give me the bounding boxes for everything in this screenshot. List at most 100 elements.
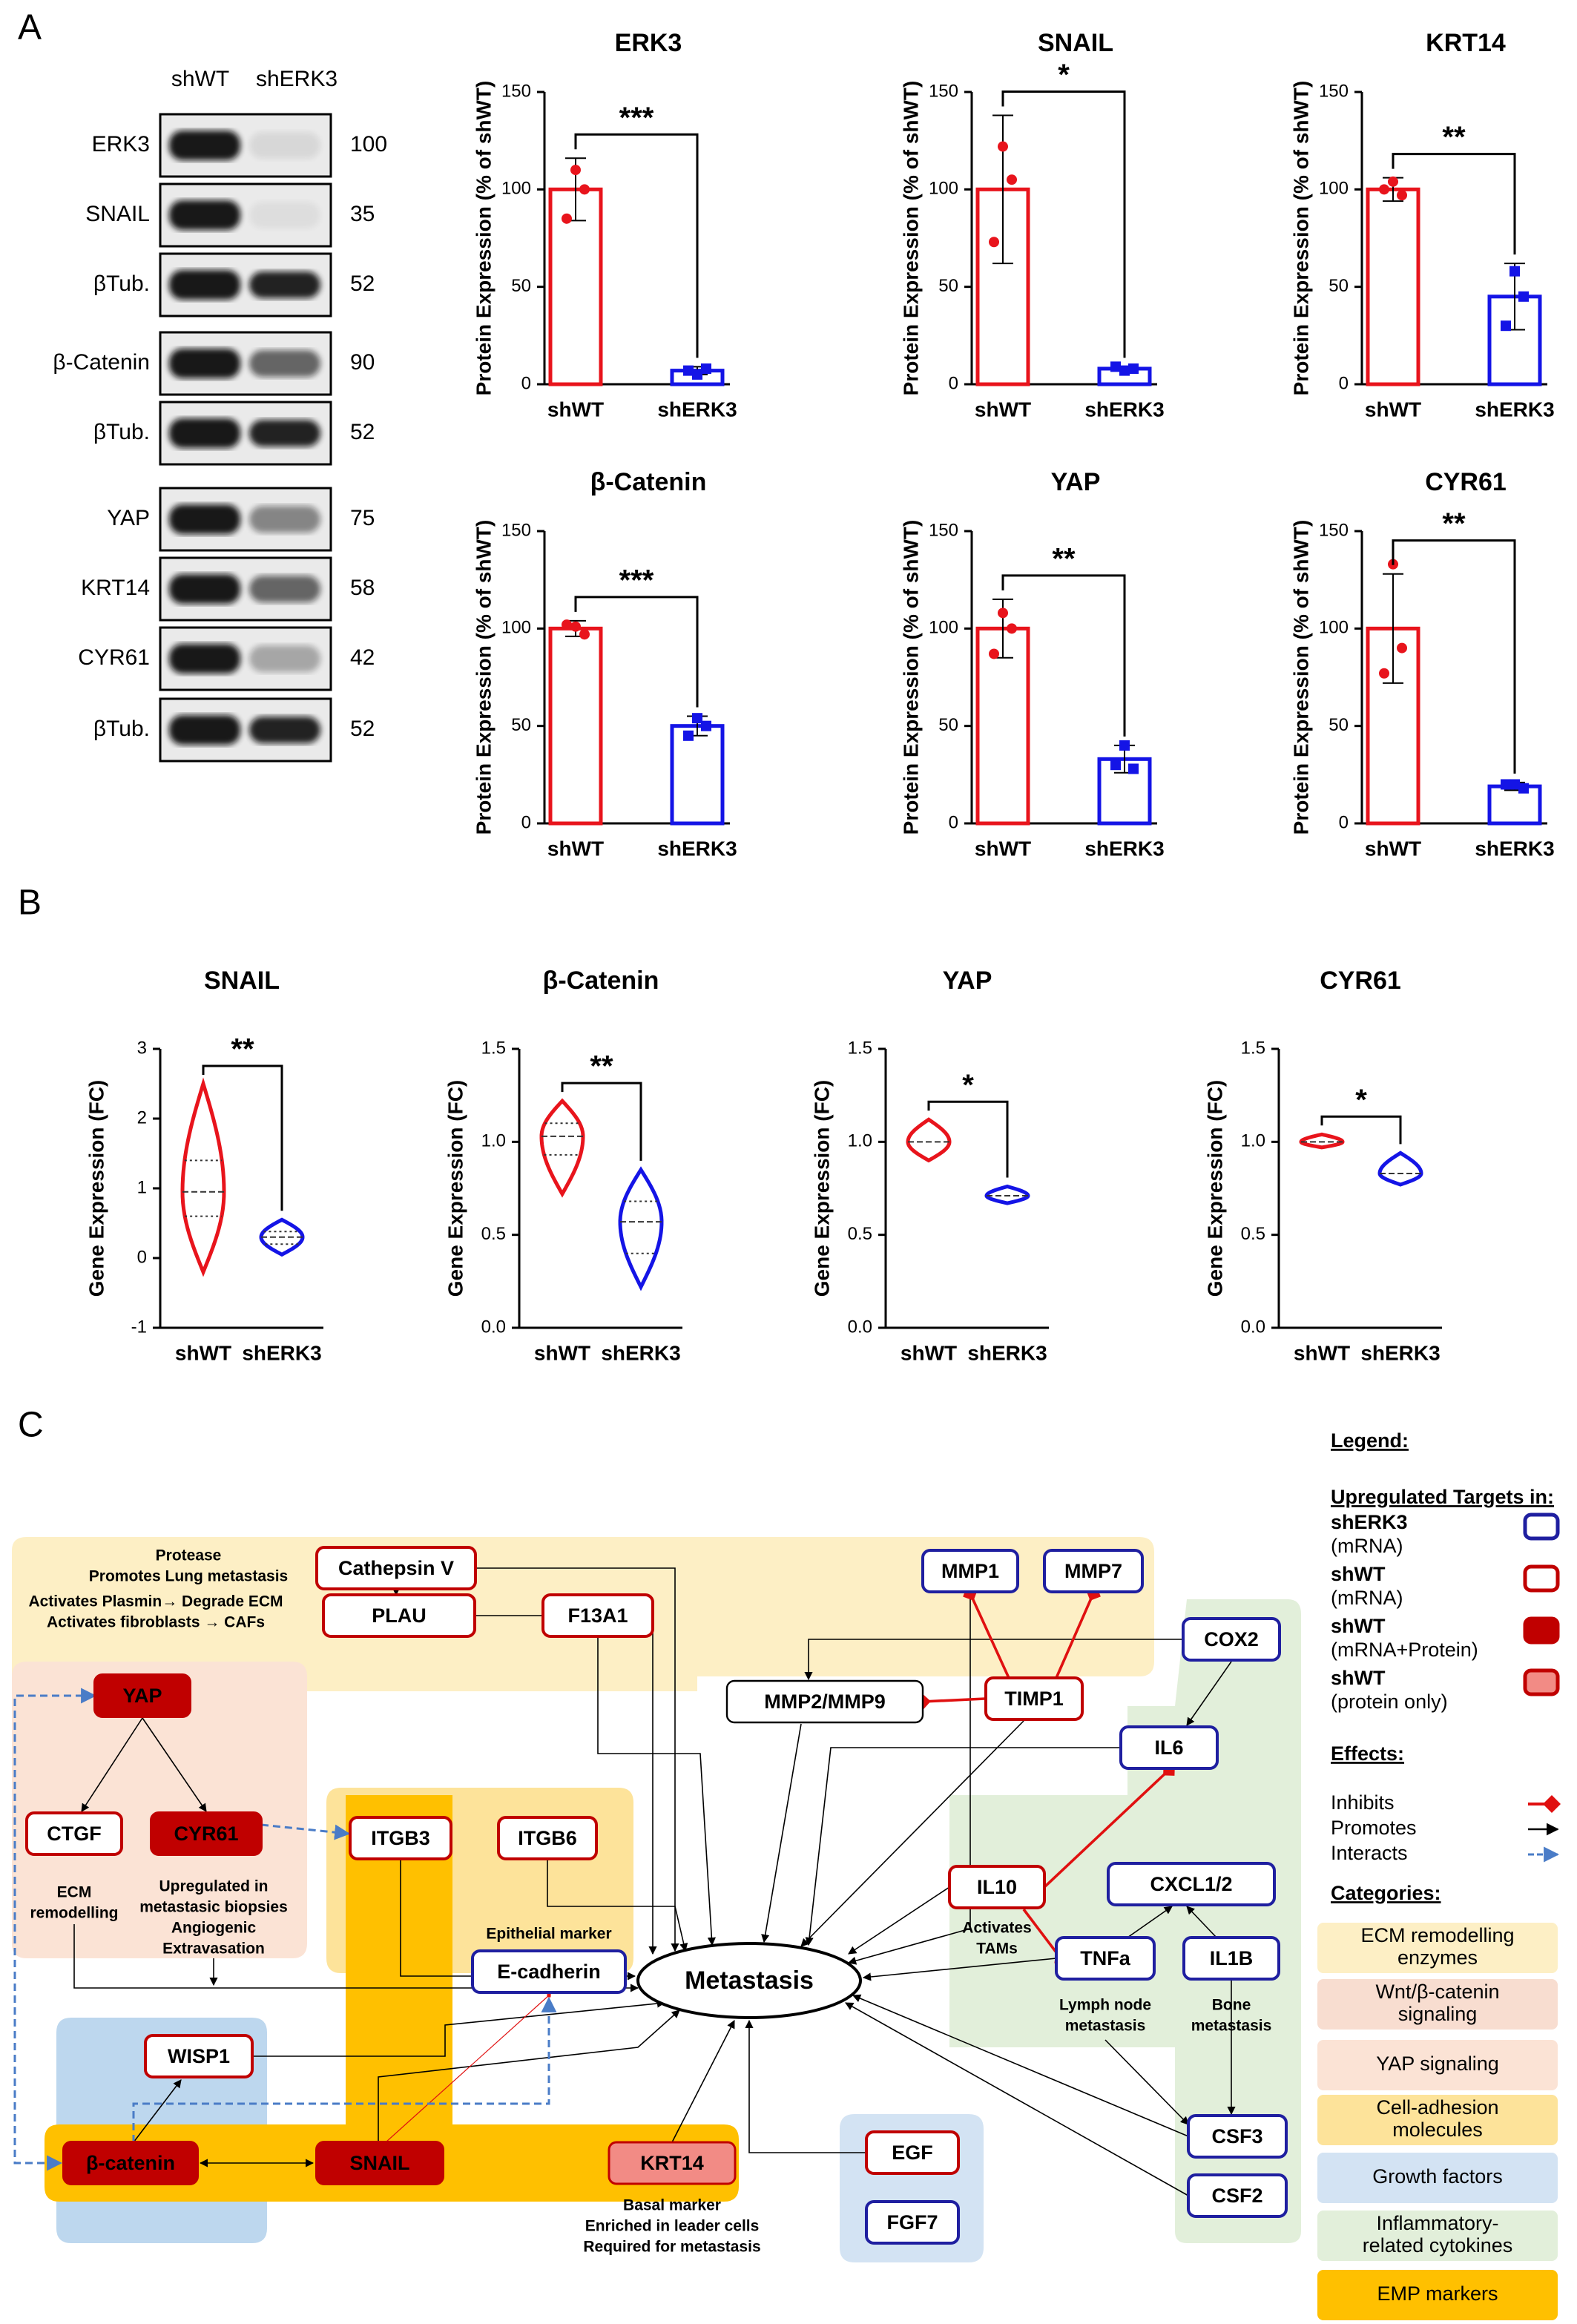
y-tick-label: 1.0	[848, 1131, 872, 1151]
annotation: Lymph node	[1059, 1997, 1151, 2014]
blot-value: 52	[350, 420, 375, 444]
panel-label: C	[18, 1406, 44, 1445]
y-tick-label: 100	[1319, 179, 1349, 199]
node-label: MMP2/MMP9	[764, 1691, 886, 1713]
node-box	[865, 2130, 960, 2175]
node-label: F13A1	[567, 1604, 628, 1627]
band	[249, 717, 320, 743]
band	[249, 132, 320, 159]
node-box	[948, 1865, 1046, 1909]
node-label: IL10	[977, 1876, 1017, 1898]
y-tick-label: 100	[1319, 618, 1349, 638]
y-tick-label: -1	[131, 1317, 147, 1337]
blot-value: 100	[350, 132, 387, 157]
promote-edge	[1127, 1906, 1173, 1938]
chart-title: β-Catenin	[590, 468, 707, 496]
promote-edge	[862, 1958, 1057, 1981]
x-tick-label: shERK3	[1475, 398, 1554, 421]
y-axis-label: Protein Expression (% of shWT)	[1289, 520, 1312, 835]
band	[169, 504, 240, 534]
node-box	[608, 2141, 737, 2185]
category-swatch	[1317, 1923, 1558, 1973]
x-tick-label: shWT	[1365, 837, 1421, 860]
y-tick-label: 50	[1329, 715, 1349, 735]
y-axis-label: Protein Expression (% of shWT)	[472, 520, 495, 835]
node-label: CSF2	[1211, 2185, 1262, 2207]
data-point	[1388, 176, 1398, 187]
blot-row-label: βTub.	[93, 271, 150, 296]
data-point	[1518, 291, 1529, 302]
data-point	[1119, 365, 1130, 376]
inhibit-edge	[1022, 1908, 1067, 1965]
band	[249, 506, 320, 533]
data-point	[1518, 783, 1529, 794]
legend-text: (mRNA+Protein)	[1331, 1639, 1478, 1661]
promote-edge	[597, 1636, 716, 1946]
x-tick-label: shWT	[901, 1341, 957, 1364]
y-tick-label: 50	[938, 276, 958, 296]
node-label: CYR61	[174, 1823, 238, 1845]
data-point	[570, 621, 581, 632]
data-point	[692, 369, 702, 380]
chart-title: YAP	[943, 967, 992, 995]
blot-value: 42	[350, 645, 375, 670]
annotation: Basal marker	[623, 2197, 721, 2214]
y-tick-label: 0	[949, 812, 958, 832]
significance: ***	[619, 564, 654, 596]
x-tick-label: shERK3	[1084, 398, 1164, 421]
annotation: Angiogenic	[171, 1920, 257, 1937]
blot-value: 58	[350, 576, 375, 600]
node-label: ITGB3	[371, 1827, 430, 1849]
band	[169, 715, 240, 745]
blot-row-label: βTub.	[93, 717, 150, 741]
data-point	[1110, 760, 1121, 771]
promote-edge	[800, 1720, 1024, 1947]
metastasis-label: Metastasis	[685, 1966, 814, 1995]
legend-text: Categories:	[1331, 1882, 1441, 1904]
x-tick-label: shERK3	[1360, 1341, 1440, 1364]
node-box	[984, 1676, 1084, 1721]
data-point	[1509, 779, 1520, 790]
blot-row-label: SNAIL	[85, 202, 150, 226]
data-point	[1128, 763, 1139, 774]
node-label: YAP	[122, 1685, 162, 1707]
node-label: PLAU	[372, 1604, 427, 1627]
y-tick-label: 1.5	[848, 1038, 872, 1058]
data-point	[989, 237, 999, 248]
data-point	[989, 648, 999, 659]
y-tick-label: 2	[137, 1107, 147, 1128]
bar	[1366, 187, 1420, 386]
node-label: CTGF	[47, 1823, 102, 1845]
panel-label: A	[18, 8, 42, 47]
violin	[984, 1184, 1030, 1205]
category-swatch	[1317, 2211, 1558, 2261]
node-box	[93, 1673, 191, 1718]
y-tick-label: 0.0	[481, 1317, 506, 1337]
node-box	[1055, 1936, 1156, 1981]
significance-bracket	[202, 1064, 283, 1211]
y-tick-label: 0	[949, 373, 958, 393]
band	[249, 576, 320, 602]
violin	[906, 1117, 952, 1163]
node-label: WISP1	[168, 2045, 230, 2067]
node-box	[144, 2034, 254, 2078]
data-point	[1128, 363, 1139, 374]
node-label: E-cadherin	[497, 1961, 601, 1983]
band	[249, 645, 320, 672]
lane-label: shERK3	[256, 67, 338, 91]
node-box	[25, 1811, 123, 1856]
data-point	[1397, 190, 1407, 201]
band	[249, 350, 320, 377]
promote-edge	[547, 1860, 688, 1952]
inhibit-edge	[915, 1693, 986, 1710]
promote-edge	[671, 2020, 735, 2143]
annotation: Activates	[962, 1920, 1031, 1937]
band	[169, 200, 240, 230]
legend-swatch	[1523, 1616, 1560, 1645]
promote-edge	[475, 1567, 679, 1952]
legend-text: Legend:	[1331, 1429, 1409, 1452]
inhibit-edge	[1055, 1586, 1101, 1679]
y-tick-label: 150	[1319, 520, 1349, 540]
annotation: Protease	[156, 1547, 222, 1564]
blot-value: 90	[350, 350, 375, 375]
